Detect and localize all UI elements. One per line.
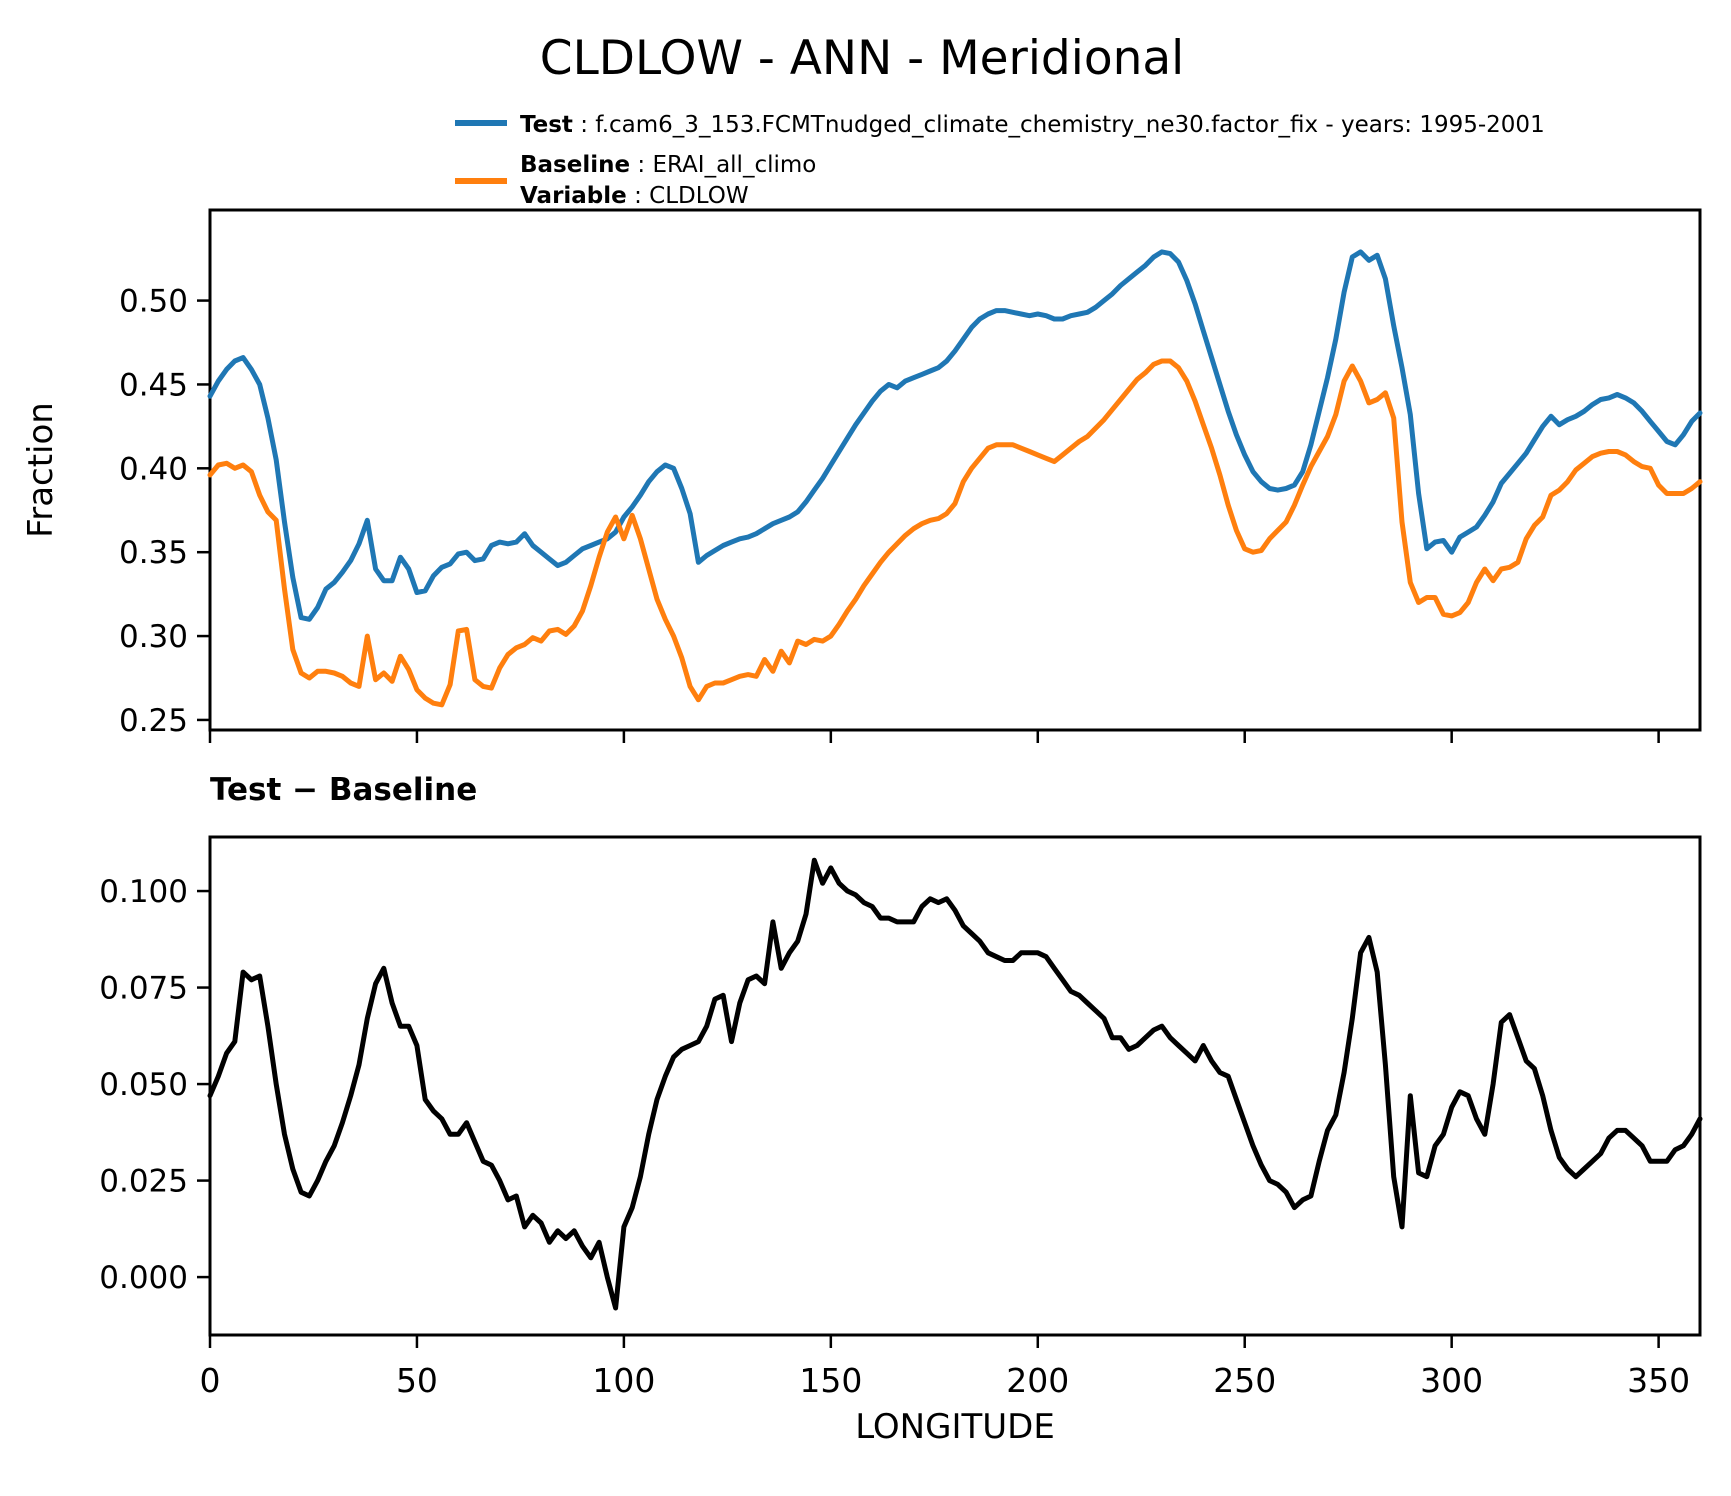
diff-panel-xtick-label: 150 <box>799 1361 862 1400</box>
figure-title: CLDLOW - ANN - Meridional <box>540 31 1184 86</box>
diff-panel-xtick-label: 50 <box>396 1361 438 1400</box>
diff-panel-ytick-label: 0.050 <box>99 1067 188 1103</box>
diff-panel-series-test-baseline <box>207 857 1703 1311</box>
longitude-axis-label: LONGITUDE <box>855 1407 1055 1447</box>
diff-panel-ytick-label: 0.025 <box>99 1164 188 1200</box>
legend: Test : f.cam6_3_153.FCMTnudged_climate_c… <box>455 112 1545 209</box>
diff-panel-ytick-label: 0.000 <box>99 1260 188 1296</box>
fraction-panel-ytick-label: 0.35 <box>119 535 188 571</box>
fraction-axis-label: Fraction <box>21 402 61 538</box>
diff-panel-xtick-label: 100 <box>592 1361 655 1400</box>
diff-panel-xtick-label: 200 <box>1006 1361 1069 1400</box>
diff-panel-xtick-label: 350 <box>1627 1361 1690 1400</box>
legend-separator: : <box>627 183 649 209</box>
diff-panel-title: Test − Baseline <box>210 772 477 808</box>
legend-test-value: f.cam6_3_153.FCMTnudged_climate_chemistr… <box>595 112 1544 138</box>
diff-panel-xtick-label: 300 <box>1420 1361 1483 1400</box>
legend-variable-entry: Variable : CLDLOW <box>520 183 749 209</box>
diff-panel-xtick-label: 0 <box>200 1361 221 1400</box>
legend-baseline-value: ERAI_all_climo <box>652 152 816 178</box>
legend-baseline-label: Baseline <box>520 152 630 178</box>
fraction-panel-ytick-label: 0.40 <box>119 451 188 487</box>
fraction-panel-ytick-label: 0.30 <box>119 619 188 655</box>
fraction-panel-ytick-label: 0.25 <box>119 703 188 739</box>
legend-variable-value: CLDLOW <box>649 183 748 209</box>
fraction-panel-spines <box>208 208 1702 732</box>
fraction-panel-ytick-label: 0.45 <box>119 367 188 403</box>
top-chart-axes: 0.25 0.30 0.35 0.40 0.45 0.50 <box>119 208 1703 743</box>
legend-separator: : <box>630 152 652 178</box>
diff-panel-ytick-label: 0.075 <box>99 971 188 1007</box>
diff-panel-spines <box>208 835 1702 1337</box>
legend-test-entry: Test : f.cam6_3_153.FCMTnudged_climate_c… <box>520 112 1545 138</box>
fraction-panel-series-test <box>207 249 1703 622</box>
diff-panel-ytick-label: 0.100 <box>99 874 188 910</box>
bottom-chart-axes: 0.000 0.025 0.050 0.075 0.100 0 50 100 150 200 250… <box>99 835 1703 1400</box>
diff-panel-xtick-label: 250 <box>1213 1361 1276 1400</box>
fraction-panel-series-baseline <box>207 358 1703 708</box>
legend-variable-label: Variable <box>520 183 627 209</box>
legend-test-label: Test <box>520 112 573 138</box>
fraction-panel-ytick-label: 0.50 <box>119 284 188 320</box>
legend-baseline-entry: Baseline : ERAI_all_climo <box>520 152 816 178</box>
legend-separator: : <box>573 112 595 138</box>
